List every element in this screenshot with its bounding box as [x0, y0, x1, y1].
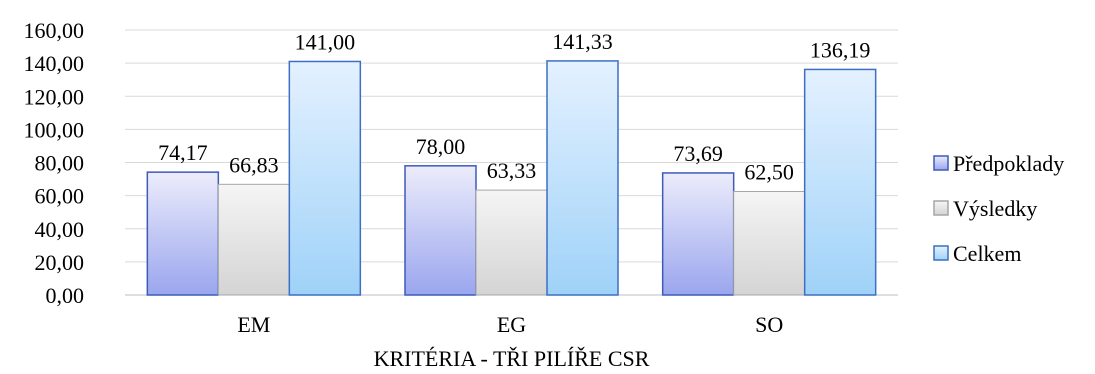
data-label: 66,83: [229, 152, 279, 177]
data-label: 73,69: [673, 141, 723, 166]
bar-předpoklady-so: [661, 172, 735, 296]
legend: Předpoklady Výsledky Celkem: [933, 151, 1064, 266]
category-label: SO: [755, 312, 783, 337]
y-tick-label: 160,00: [24, 18, 85, 43]
data-label: 74,17: [158, 140, 208, 165]
bar-výsledky-so: [733, 190, 806, 296]
category-label: EG: [497, 312, 526, 337]
bar-celkem-eg: [546, 60, 619, 296]
bar-předpoklady-em: [146, 171, 220, 296]
data-label: 63,33: [487, 158, 537, 183]
y-tick-label: 140,00: [24, 51, 85, 76]
data-label: 136,19: [810, 37, 871, 62]
bar-předpoklady-eg: [404, 165, 477, 296]
y-tick-label: 0,00: [46, 283, 85, 308]
bar-celkem-em: [288, 60, 362, 296]
data-label: 62,50: [744, 159, 794, 184]
legend-swatch: [933, 200, 949, 216]
legend-label: Výsledky: [953, 196, 1037, 221]
bar-celkem-so: [803, 68, 877, 296]
legend-swatch: [933, 245, 949, 261]
y-tick-label: 80,00: [35, 151, 85, 176]
y-tick-label: 120,00: [24, 84, 85, 109]
data-label: 78,00: [416, 134, 466, 159]
y-tick-label: 60,00: [35, 184, 85, 209]
data-label: 141,00: [295, 29, 356, 54]
legend-label: Předpoklady: [953, 151, 1064, 176]
y-tick-label: 40,00: [35, 217, 85, 242]
y-tick-label: 100,00: [24, 117, 85, 142]
bar-výsledky-eg: [475, 189, 548, 296]
data-labels: 74,17 66,83 141,00 78,00 63,33 141,33 73,69 62,…: [158, 29, 870, 185]
data-label: 141,33: [552, 29, 613, 54]
y-axis-ticks: 0,00 20,00 40,00 60,00 80,00 100,00 120,00 140,…: [24, 18, 85, 308]
category-label: EM: [237, 312, 270, 337]
y-tick-label: 20,00: [35, 250, 85, 275]
x-axis-title: KRITÉRIA - TŘI PILÍŘE CSR: [374, 346, 650, 371]
bars: [146, 60, 877, 296]
legend-label: Celkem: [953, 241, 1021, 266]
x-axis-categories: EM EG SO: [237, 312, 783, 337]
legend-swatch: [933, 155, 949, 171]
bar-výsledky-em: [217, 183, 290, 296]
